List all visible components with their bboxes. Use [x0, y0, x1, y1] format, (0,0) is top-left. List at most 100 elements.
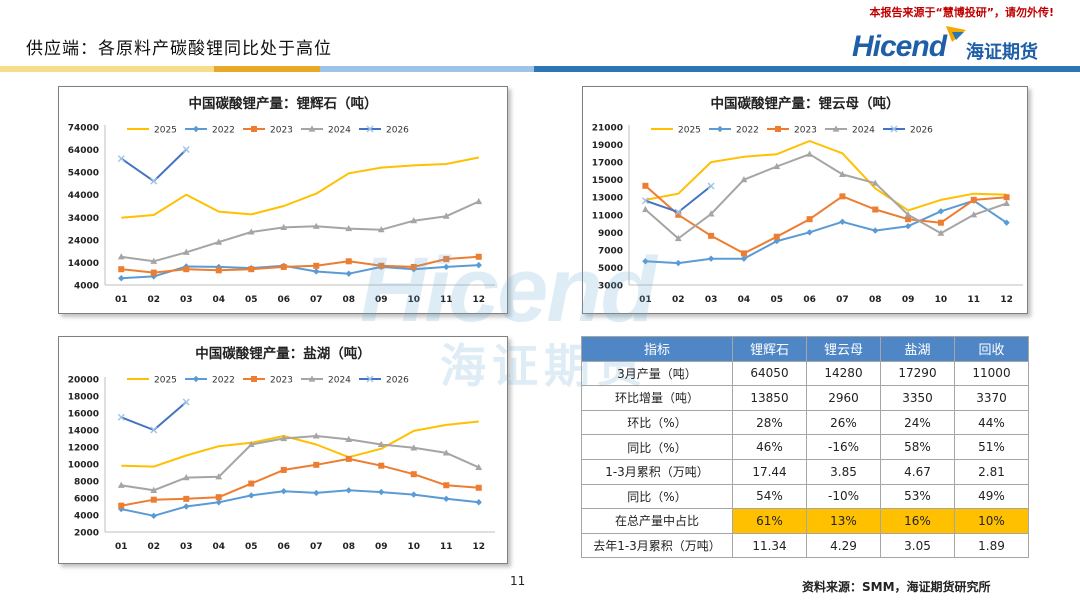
series-line-2023 [644, 185, 1007, 255]
y-tick-label: 11000 [592, 211, 623, 221]
x-tick-label: 02 [147, 295, 160, 305]
x-tick-label: 12 [472, 295, 485, 305]
point-2024 [280, 223, 288, 231]
legend-label: 2024 [852, 126, 875, 136]
chart-title: 中国碳酸锂产量：盐湖（吨） [195, 345, 371, 362]
point-2023 [150, 496, 157, 503]
x-tick-label: 02 [672, 295, 685, 305]
legend-label: 2025 [154, 376, 177, 386]
point-2022 [183, 503, 190, 510]
point-2026 [641, 197, 649, 205]
x-tick-label: 03 [180, 542, 193, 552]
point-2023 [970, 196, 977, 203]
point-2023 [740, 250, 747, 257]
table-row-label: 3月产量（吨） [581, 360, 733, 387]
x-tick-label: 01 [115, 542, 128, 552]
x-tick-label: 08 [342, 542, 355, 552]
x-tick-label: 12 [1000, 295, 1013, 305]
point-2024 [117, 253, 125, 260]
point-2023 [345, 258, 352, 265]
point-2024 [312, 432, 320, 439]
point-2023 [345, 455, 352, 462]
table-row: 环比增量（吨） 13850 2960 3350 3370 [581, 385, 1029, 411]
logo-wordmark: Hicend [852, 30, 947, 63]
point-2023 [183, 495, 190, 502]
point-2023 [410, 263, 417, 270]
legend-label: 2024 [328, 126, 351, 136]
table-cell: 46% [732, 434, 807, 460]
y-tick-label: 15000 [592, 176, 623, 186]
source-note: 资料来源：SMM，海证期货研究所 [802, 580, 991, 594]
table-cell: 10% [954, 508, 1029, 534]
point-2024 [150, 257, 158, 264]
x-tick-label: 10 [407, 295, 420, 305]
table-row: 3月产量（吨） 64050 14280 17290 11000 [581, 360, 1029, 387]
point-2024 [215, 473, 223, 480]
table-cell: 28% [732, 409, 807, 436]
y-tick-label: 14000 [68, 427, 99, 437]
legend-label: 2026 [386, 376, 409, 386]
series-line-2025 [121, 420, 479, 468]
header-stripe-blue [534, 66, 1080, 72]
series-line-2023 [121, 255, 479, 274]
legend-label: 2023 [270, 126, 293, 136]
x-tick-label: 03 [180, 295, 193, 305]
table-header-cell: 回收 [954, 336, 1029, 362]
point-2024 [970, 211, 978, 218]
point-2022 [280, 488, 287, 495]
point-2023 [410, 471, 417, 478]
table-cell: 13% [806, 508, 881, 534]
x-tick-label: 10 [407, 542, 420, 552]
x-tick-label: 05 [245, 542, 258, 552]
point-2023 [150, 269, 157, 276]
point-2022 [475, 499, 482, 506]
point-2023 [872, 206, 879, 213]
table-cell: 64050 [732, 360, 807, 387]
chart-panel-salt-lake: 中国碳酸锂产量：盐湖（吨） 2025 2022 2023 2024 2026 2000 400… [58, 336, 508, 564]
x-tick-label: 09 [375, 295, 388, 305]
logo-company-name: 海证期货 [966, 42, 1038, 63]
x-tick-label: 07 [310, 295, 323, 305]
y-tick-label: 74000 [68, 124, 99, 134]
point-2023 [1003, 194, 1010, 201]
point-2023 [675, 211, 682, 218]
y-tick-label: 21000 [592, 124, 623, 134]
point-2022 [675, 259, 682, 267]
point-2024 [871, 179, 879, 186]
y-tick-label: 3000 [598, 282, 623, 292]
point-2026 [707, 182, 715, 190]
logo-sail-icon [946, 26, 966, 42]
table-row-label: 去年1-3月累积（万吨） [581, 532, 733, 559]
point-2022 [313, 268, 320, 275]
table-cell: 3350 [880, 385, 955, 411]
point-2023 [248, 266, 255, 273]
table-header-cell: 锂云母 [806, 336, 881, 362]
x-tick-label: 07 [836, 295, 849, 305]
table-cell: 11000 [954, 360, 1029, 387]
point-2026 [117, 155, 125, 163]
legend-label: 2022 [736, 126, 759, 136]
point-2024 [247, 440, 255, 448]
point-2024 [674, 234, 682, 242]
point-2023 [313, 262, 320, 269]
series-line-2025 [121, 156, 479, 219]
point-2024 [475, 197, 483, 205]
x-tick-label: 06 [803, 295, 816, 305]
point-2024 [117, 481, 125, 488]
x-tick-label: 01 [115, 295, 128, 305]
y-tick-label: 17000 [592, 159, 623, 169]
point-2023 [773, 233, 780, 240]
x-tick-label: 05 [245, 295, 258, 305]
table-row-label: 环比（%） [581, 409, 733, 436]
point-2024 [832, 125, 840, 132]
point-2024 [442, 449, 450, 456]
point-2022 [937, 208, 945, 215]
x-tick-label: 12 [472, 542, 485, 552]
series-line-2024 [121, 435, 480, 492]
y-tick-label: 8000 [74, 478, 99, 488]
point-2026 [366, 125, 374, 133]
point-2024 [182, 474, 190, 481]
table-cell: 13850 [732, 385, 807, 411]
point-2024 [345, 435, 353, 442]
point-2023 [839, 193, 846, 200]
